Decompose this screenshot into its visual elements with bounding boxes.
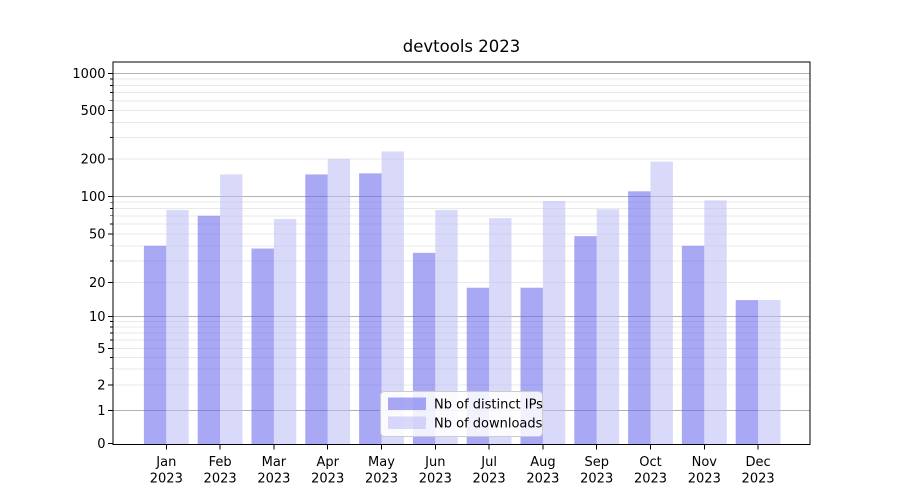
x-tick-label-month: Apr [316, 455, 339, 470]
bar-downloads-sep [596, 209, 620, 445]
x-tick-label-year: 2023 [150, 472, 183, 487]
x-tick-label-year: 2023 [257, 472, 290, 487]
x-tick-label-year: 2023 [526, 472, 559, 487]
y-tick-label: 1000 [72, 67, 105, 82]
bar-ips-sep [574, 236, 597, 445]
bar-ips-apr [305, 174, 328, 445]
y-tick-label: 0 [97, 437, 105, 452]
y-tick-label: 1 [97, 404, 105, 419]
y-tick-label: 100 [81, 190, 106, 205]
axes-spines [112, 61, 811, 445]
x-tick-label-year: 2023 [311, 472, 344, 487]
x-tick-label-month: Nov [692, 455, 718, 470]
bar-downloads-jan [166, 209, 189, 445]
bar-ips-feb [197, 215, 221, 445]
x-tick-label-month: Jan [155, 455, 176, 470]
bar-downloads-oct [650, 161, 673, 445]
x-tick-label-year: 2023 [688, 472, 721, 487]
x-tick-label-year: 2023 [580, 472, 613, 487]
x-tick-label-month: Aug [530, 455, 555, 470]
y-tick-label: 5 [97, 342, 105, 357]
bar-downloads-apr [327, 158, 351, 445]
bar-ips-nov [681, 245, 705, 445]
bar-downloads-jun [435, 209, 458, 445]
x-tick-label-month: Dec [746, 455, 771, 470]
x-tick-label-year: 2023 [419, 472, 452, 487]
y-tick-label: 50 [89, 228, 106, 243]
bar-ips-dec [735, 300, 759, 445]
x-tick-label-month: Feb [209, 455, 232, 470]
x-tick-label-year: 2023 [473, 472, 506, 487]
bar-ips-may [359, 173, 382, 445]
x-tick-label-year: 2023 [204, 472, 237, 487]
y-tick-label: 200 [81, 152, 106, 167]
x-tick-label-month: Sep [584, 455, 609, 470]
x-tick-label-year: 2023 [634, 472, 667, 487]
x-tick-label-month: Mar [262, 455, 287, 470]
bar-downloads-feb [220, 174, 243, 445]
y-tick-label: 2 [97, 379, 105, 394]
y-tick-label: 20 [89, 276, 106, 291]
chart-title: devtools 2023 [402, 37, 521, 56]
legend-label-ips: Nb of distinct IPs [434, 398, 543, 413]
legend-swatch-downloads [388, 416, 426, 429]
x-tick-label-month: May [368, 455, 395, 470]
y-tick-label: 10 [89, 310, 106, 325]
bar-downloads-dec [758, 300, 781, 445]
y-tick-label: 500 [81, 104, 106, 119]
bar-ips-mar [251, 248, 274, 445]
x-tick-label-month: Oct [639, 455, 661, 470]
legend-label-downloads: Nb of downloads [434, 417, 543, 432]
bar-downloads-aug [542, 201, 566, 445]
bar-ips-oct [628, 191, 651, 445]
legend-swatch-ips [388, 397, 426, 410]
x-tick-label-year: 2023 [742, 472, 775, 487]
bar-downloads-jul [489, 218, 512, 445]
x-tick-label-year: 2023 [365, 472, 398, 487]
bar-downloads-may [381, 151, 404, 445]
bar-downloads-nov [704, 200, 727, 445]
x-tick-label-month: Jun [424, 455, 445, 470]
x-tick-label-month: Jul [480, 455, 497, 470]
bar-ips-jan [143, 245, 167, 445]
bar-downloads-mar [273, 218, 297, 445]
